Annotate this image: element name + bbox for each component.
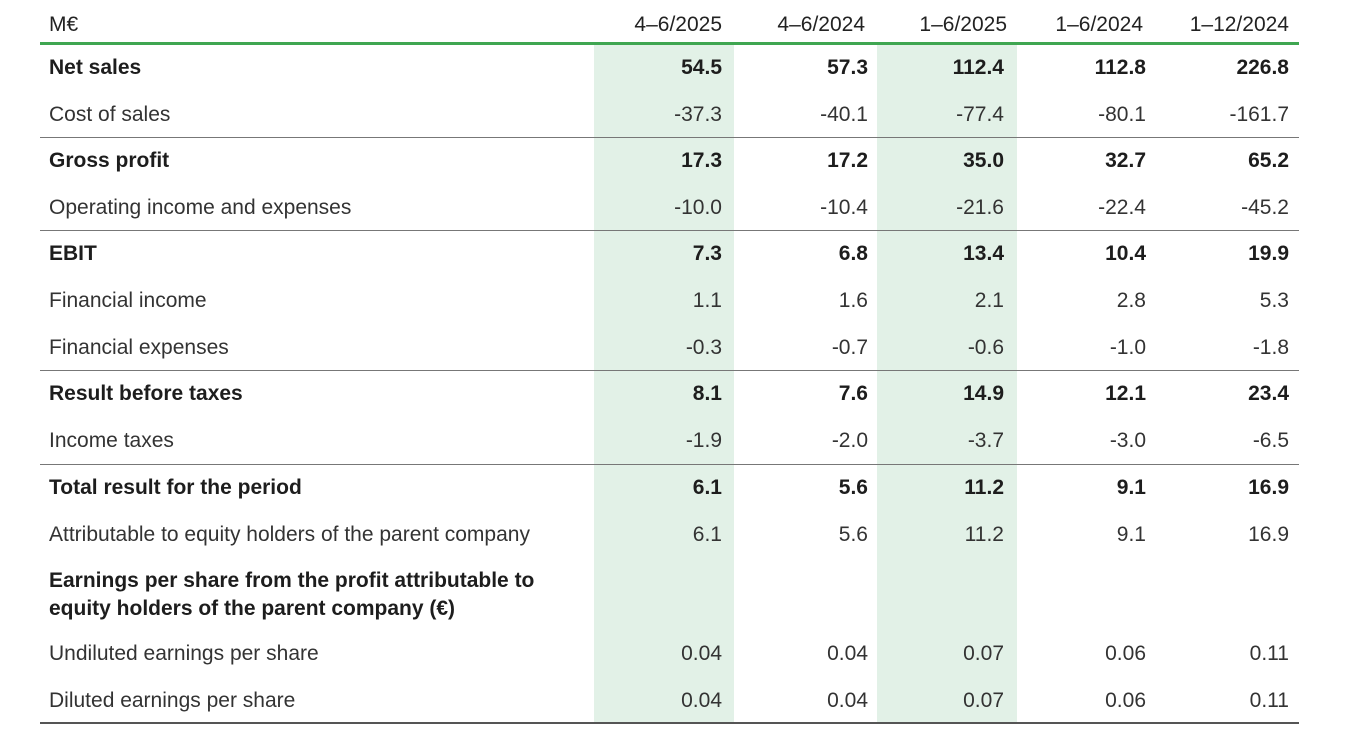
- column-header-fy-2024: 1–12/2024: [1189, 13, 1289, 36]
- cell-value: 32.7: [1105, 149, 1146, 172]
- cell-value: 9.1: [1116, 476, 1146, 499]
- row-label: Financial income: [49, 289, 207, 312]
- cell-value: -2.0: [831, 429, 868, 452]
- cell-value: -161.7: [1229, 103, 1289, 126]
- cell-value: -10.4: [820, 196, 868, 219]
- cell-value: 23.4: [1248, 382, 1289, 405]
- cell-value: -37.3: [674, 103, 722, 126]
- cell-value: 11.2: [964, 523, 1004, 546]
- cell-value: 8.1: [692, 382, 722, 405]
- cell-value: 54.5: [681, 56, 722, 79]
- cell-value: 16.9: [1248, 523, 1289, 546]
- rule-after-operating-expenses: [40, 230, 1299, 231]
- cell-value: 7.6: [838, 382, 868, 405]
- cell-value: -10.0: [674, 196, 722, 219]
- cell-value: -6.5: [1252, 429, 1289, 452]
- cell-value: 2.1: [974, 289, 1004, 312]
- cell-value: 6.1: [692, 476, 722, 499]
- cell-value: 2.8: [1116, 289, 1146, 312]
- cell-value: -40.1: [820, 103, 868, 126]
- cell-value: 112.8: [1094, 56, 1146, 79]
- cell-value: 16.9: [1248, 476, 1289, 499]
- cell-value: 1.6: [838, 289, 868, 312]
- cell-value: -0.7: [831, 336, 868, 359]
- cell-value: 17.3: [681, 149, 722, 172]
- cell-value: 5.3: [1259, 289, 1289, 312]
- cell-value: 12.1: [1105, 382, 1146, 405]
- row-label: Total result for the period: [49, 476, 302, 499]
- rule-after-financial-expenses: [40, 370, 1299, 371]
- cell-value: 19.9: [1248, 242, 1289, 265]
- cell-value: 0.11: [1249, 642, 1289, 665]
- row-label: Financial expenses: [49, 336, 229, 359]
- cell-value: 0.04: [827, 689, 868, 712]
- cell-value: 0.04: [681, 689, 722, 712]
- row-label: Earnings per share from the profit attri…: [49, 569, 535, 592]
- unit-label: M€: [49, 13, 79, 36]
- cell-value: 0.07: [963, 642, 1004, 665]
- cell-value: 0.07: [963, 689, 1004, 712]
- cell-value: 57.3: [827, 56, 868, 79]
- row-label: Net sales: [49, 56, 142, 79]
- cell-value: -1.8: [1252, 336, 1289, 359]
- cell-value: -1.9: [685, 429, 722, 452]
- cell-value: 226.8: [1236, 56, 1289, 79]
- row-label: Attributable to equity holders of the pa…: [49, 523, 530, 546]
- cell-value: 13.4: [963, 242, 1004, 265]
- cell-value: 0.06: [1105, 642, 1146, 665]
- row-label: Diluted earnings per share: [49, 689, 296, 712]
- income-statement-table: M€ 4–6/2025 4–6/2024 1–6/2025 1–6/2024 1…: [40, 0, 1299, 740]
- cell-value: 5.6: [838, 523, 868, 546]
- cell-value: -0.3: [685, 336, 722, 359]
- cell-value: 6.1: [692, 523, 722, 546]
- row-label: Gross profit: [49, 149, 170, 172]
- column-header-q2-2024: 4–6/2024: [777, 13, 865, 36]
- table-header: M€ 4–6/2025 4–6/2024 1–6/2025 1–6/2024 1…: [40, 0, 1299, 44]
- cell-value: -1.0: [1109, 336, 1146, 359]
- rule-after-income-taxes: [40, 464, 1299, 465]
- row-label: Income taxes: [49, 429, 174, 452]
- cell-value: 1.1: [692, 289, 722, 312]
- cell-value: -3.0: [1109, 429, 1146, 452]
- cell-value: -45.2: [1241, 196, 1289, 219]
- header-rule: [40, 42, 1299, 45]
- cell-value: -80.1: [1098, 103, 1146, 126]
- row-label: EBIT: [49, 242, 97, 265]
- cell-value: -3.7: [967, 429, 1004, 452]
- cell-value: -77.4: [956, 103, 1004, 126]
- highlight-column-h1-2025: [877, 44, 1017, 723]
- table-bottom-rule: [40, 722, 1299, 724]
- cell-value: 17.2: [827, 149, 868, 172]
- cell-value: 65.2: [1248, 149, 1289, 172]
- cell-value: 5.6: [838, 476, 868, 499]
- cell-value: 6.8: [838, 242, 868, 265]
- row-label: Operating income and expenses: [49, 196, 352, 219]
- row-label: Undiluted earnings per share: [49, 642, 319, 665]
- row-label: equity holders of the parent company (€): [49, 597, 456, 620]
- cell-value: 7.3: [692, 242, 722, 265]
- cell-value: 35.0: [963, 149, 1004, 172]
- column-header-h1-2024: 1–6/2024: [1055, 13, 1143, 36]
- rule-after-cost-of-sales: [40, 137, 1299, 138]
- cell-value: -22.4: [1098, 196, 1146, 219]
- cell-value: 11.2: [964, 476, 1004, 499]
- row-label: Cost of sales: [49, 103, 171, 126]
- cell-value: 0.04: [681, 642, 722, 665]
- column-header-h1-2025: 1–6/2025: [919, 13, 1007, 36]
- highlight-column-q2-2025: [594, 44, 734, 723]
- row-label: Result before taxes: [49, 382, 243, 405]
- cell-value: -0.6: [967, 336, 1004, 359]
- cell-value: 0.11: [1249, 689, 1289, 712]
- column-header-q2-2025: 4–6/2025: [634, 13, 722, 36]
- cell-value: 112.4: [952, 56, 1004, 79]
- cell-value: 0.06: [1105, 689, 1146, 712]
- cell-value: -21.6: [956, 196, 1004, 219]
- cell-value: 10.4: [1105, 242, 1146, 265]
- cell-value: 14.9: [963, 382, 1004, 405]
- cell-value: 9.1: [1116, 523, 1146, 546]
- cell-value: 0.04: [827, 642, 868, 665]
